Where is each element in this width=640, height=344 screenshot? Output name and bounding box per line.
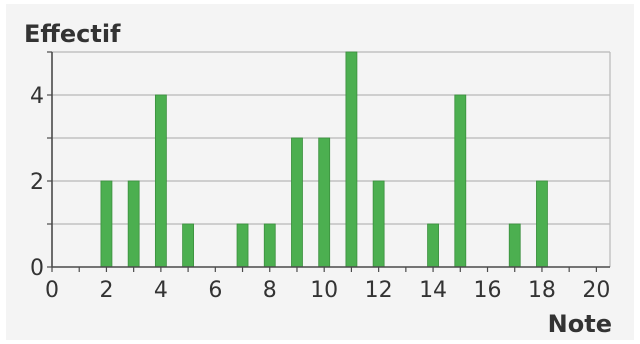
y-tick-label-4: 4 <box>30 84 44 109</box>
x-tick-label-0: 0 <box>45 278 59 303</box>
bar-note-17 <box>508 223 521 268</box>
x-tick-label-14: 14 <box>419 278 447 303</box>
bar-note-8 <box>263 223 276 268</box>
y-axis-label: Effectif <box>24 20 121 48</box>
y-tick-label-0: 0 <box>30 256 44 281</box>
x-tick-label-4: 4 <box>154 278 168 303</box>
tick-labels: 0 2 4 6 8 10 12 14 16 18 20 0 2 4 <box>30 84 610 303</box>
x-tick-label-12: 12 <box>365 278 393 303</box>
bar-note-14 <box>427 223 439 268</box>
y-tick-label-2: 2 <box>30 170 44 195</box>
bar-note-10 <box>318 137 331 268</box>
bar-note-15 <box>454 94 467 268</box>
x-tick-label-16: 16 <box>474 278 502 303</box>
bar-note-11 <box>345 51 358 268</box>
x-tick-label-10: 10 <box>310 278 338 303</box>
bar-chart: 0 2 4 6 8 10 12 14 16 18 20 0 2 4 Effectif Note <box>24 20 612 338</box>
x-axis-label: Note <box>548 310 612 338</box>
bar-note-2 <box>100 180 113 268</box>
bar-note-12 <box>372 180 385 268</box>
x-tick-label-20: 20 <box>582 278 610 303</box>
bar-note-4 <box>154 94 167 268</box>
x-tick-label-8: 8 <box>263 278 277 303</box>
bar-note-3 <box>127 180 140 268</box>
x-tick-label-18: 18 <box>528 278 556 303</box>
bars <box>100 51 548 268</box>
bar-note-7 <box>236 223 249 268</box>
bar-note-9 <box>291 137 303 268</box>
chart-frame: 0 2 4 6 8 10 12 14 16 18 20 0 2 4 Effectif Note <box>6 4 634 340</box>
axes <box>47 51 610 272</box>
bar-note-5 <box>182 223 194 268</box>
x-tick-label-6: 6 <box>208 278 222 303</box>
bar-note-18 <box>536 180 548 268</box>
x-tick-label-2: 2 <box>99 278 113 303</box>
